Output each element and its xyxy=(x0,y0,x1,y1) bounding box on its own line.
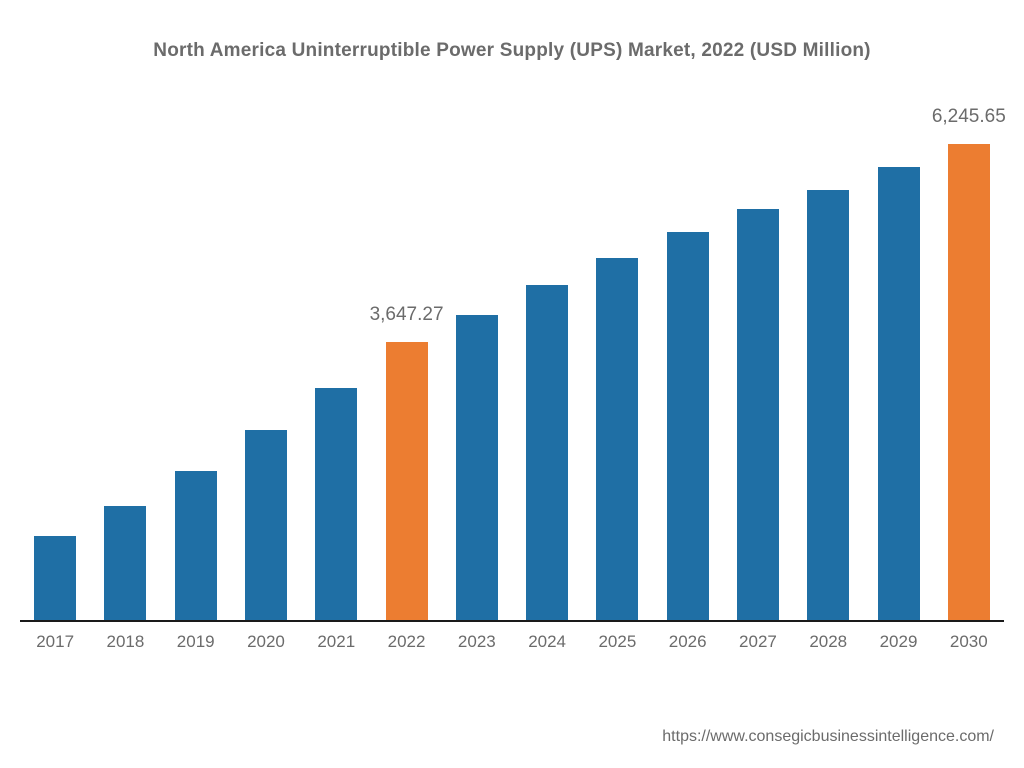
bar-wrap xyxy=(512,102,582,620)
bar-value-label: 3,647.27 xyxy=(370,304,444,326)
x-axis-label: 2017 xyxy=(20,632,90,652)
x-axis-label: 2021 xyxy=(301,632,371,652)
bar-wrap xyxy=(301,102,371,620)
x-axis-label: 2027 xyxy=(723,632,793,652)
chart-container: North America Uninterruptible Power Supp… xyxy=(0,0,1024,768)
bar xyxy=(175,471,217,620)
bar xyxy=(948,144,990,620)
bar-wrap xyxy=(20,102,90,620)
bar xyxy=(807,190,849,620)
x-axis-labels: 2017201820192020202120222023202420252026… xyxy=(20,622,1004,662)
bar-wrap xyxy=(231,102,301,620)
x-axis-label: 2018 xyxy=(90,632,160,652)
bar xyxy=(596,258,638,620)
bar xyxy=(245,430,287,620)
bar xyxy=(667,232,709,621)
bar xyxy=(386,342,428,620)
x-axis-label: 2023 xyxy=(442,632,512,652)
x-axis-label: 2029 xyxy=(863,632,933,652)
chart-title: North America Uninterruptible Power Supp… xyxy=(10,40,1014,62)
x-axis-label: 2022 xyxy=(371,632,441,652)
bar-wrap xyxy=(161,102,231,620)
bar-wrap: 3,647.27 xyxy=(371,102,441,620)
bar xyxy=(104,506,146,620)
x-axis-label: 2030 xyxy=(934,632,1004,652)
x-axis-label: 2028 xyxy=(793,632,863,652)
bar xyxy=(878,167,920,620)
bar xyxy=(34,536,76,620)
bar xyxy=(737,209,779,620)
bar-wrap xyxy=(723,102,793,620)
x-axis-label: 2025 xyxy=(582,632,652,652)
bar-wrap xyxy=(90,102,160,620)
plot-region: 3,647.27 6,245.65 xyxy=(20,102,1004,622)
bar-value-label: 6,245.65 xyxy=(932,106,1006,128)
bar-wrap xyxy=(653,102,723,620)
x-axis-label: 2026 xyxy=(653,632,723,652)
bar xyxy=(456,315,498,620)
bar-wrap xyxy=(793,102,863,620)
bar-wrap xyxy=(863,102,933,620)
x-axis-label: 2024 xyxy=(512,632,582,652)
bars-group: 3,647.27 6,245.65 xyxy=(20,102,1004,620)
bar-wrap: 6,245.65 xyxy=(934,102,1004,620)
bar-wrap xyxy=(582,102,652,620)
x-axis-label: 2020 xyxy=(231,632,301,652)
source-url: https://www.consegicbusinessintelligence… xyxy=(662,728,994,746)
bar-wrap xyxy=(442,102,512,620)
bar xyxy=(526,285,568,620)
x-axis-label: 2019 xyxy=(161,632,231,652)
bar xyxy=(315,388,357,620)
chart-area: 3,647.276,245.65 20172018201920202021202… xyxy=(20,102,1004,662)
